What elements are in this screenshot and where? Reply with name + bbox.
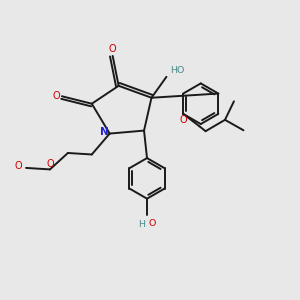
- Text: O: O: [53, 91, 60, 101]
- Text: O: O: [109, 44, 116, 54]
- Text: HO: HO: [171, 66, 185, 75]
- Text: H: H: [138, 220, 145, 229]
- Text: O: O: [149, 219, 156, 228]
- Text: N: N: [100, 127, 109, 137]
- Text: O: O: [47, 159, 54, 169]
- Text: O: O: [15, 161, 22, 171]
- Text: O: O: [180, 116, 188, 125]
